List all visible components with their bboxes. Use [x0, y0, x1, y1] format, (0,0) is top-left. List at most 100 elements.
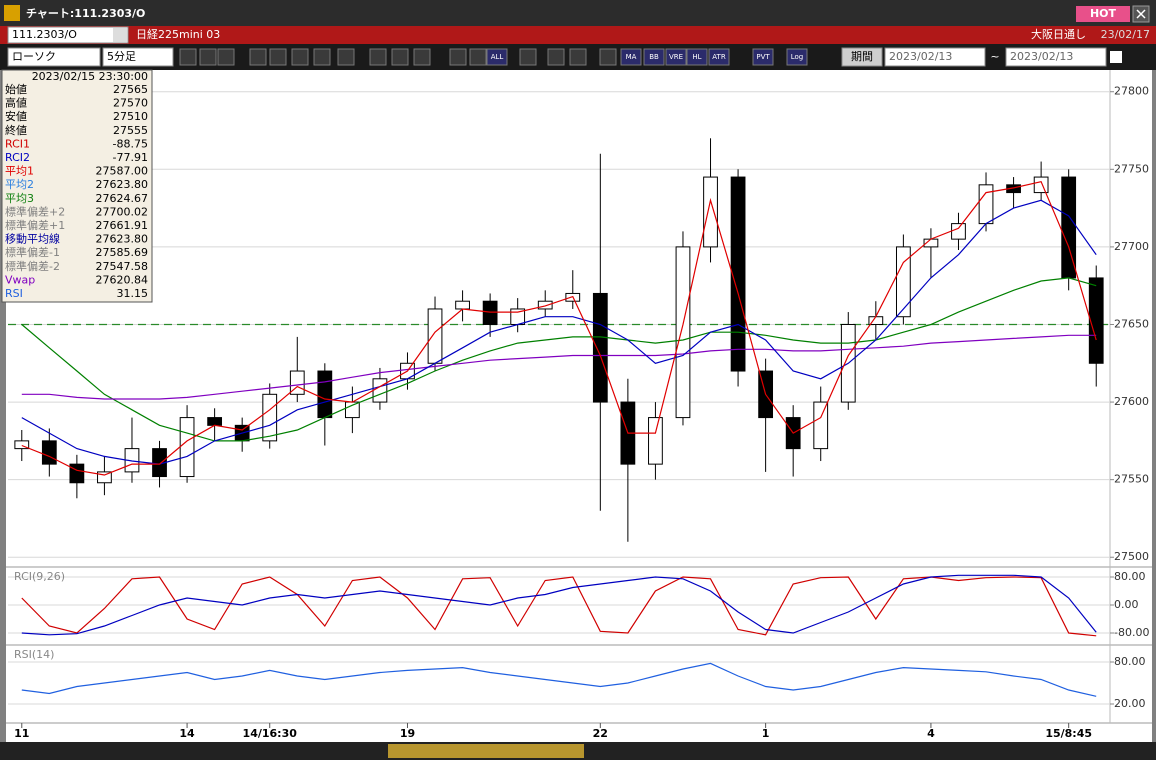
- candle-body: [482, 300, 498, 325]
- toolbar-icon[interactable]: [569, 48, 587, 66]
- info-label: 平均1: [5, 165, 34, 178]
- y-tick-label: 27600: [1114, 395, 1149, 408]
- info-label: RSI: [5, 287, 23, 300]
- y-tick-label: 27800: [1114, 85, 1149, 98]
- info-value: 27623.80: [96, 233, 149, 246]
- toolbar-button[interactable]: [665, 48, 687, 66]
- chart-area: [6, 70, 1152, 742]
- symbol-select[interactable]: [7, 26, 129, 44]
- info-label: 高値: [5, 96, 27, 110]
- toolbar-button[interactable]: [708, 48, 730, 66]
- series-line: [21, 181, 1097, 476]
- toolbar-icon[interactable]: [449, 48, 467, 66]
- checkbox[interactable]: [1110, 51, 1122, 63]
- info-value: 27620.84: [96, 273, 149, 286]
- toolbar-icon[interactable]: [249, 48, 267, 66]
- info-value: -77.91: [113, 151, 148, 164]
- style-select[interactable]: [7, 47, 101, 67]
- toolbar-icon[interactable]: [337, 48, 355, 66]
- info-label: 標準偏差+2: [5, 204, 65, 218]
- y-tick-label: 27500: [1114, 550, 1149, 563]
- toolbar-icon[interactable]: [217, 48, 235, 66]
- toolbar-button[interactable]: [620, 48, 642, 66]
- info-rows: 始値 27565 高値 27570 安値 27510 終値 27555 RCI1 -88.75 RC…: [5, 82, 148, 300]
- info-panel: [1, 69, 153, 303]
- toolbar-icon[interactable]: [369, 48, 387, 66]
- candle-body: [675, 246, 691, 419]
- info-value: 27510: [113, 110, 148, 123]
- toolbar-icon[interactable]: [599, 48, 617, 66]
- x-tick-label: 14/16:30: [243, 727, 298, 740]
- y-tick-label: -80.00: [1114, 626, 1149, 639]
- toolbar-button-label: ALL: [491, 53, 504, 61]
- info-label: 標準偏差-2: [5, 259, 60, 273]
- toolbar-icon[interactable]: [179, 48, 197, 66]
- candle-body: [730, 176, 746, 372]
- session: 大阪日通し: [1031, 27, 1086, 41]
- y-tick-label: 0.00: [1114, 598, 1139, 611]
- info-value: 31.15: [117, 287, 149, 300]
- from-date-input[interactable]: [884, 47, 986, 67]
- info-value: 27547.58: [96, 260, 149, 273]
- candle-body: [179, 417, 195, 478]
- x-tick-label: 22: [593, 727, 608, 740]
- series-line: [21, 277, 1097, 442]
- toolbar-icon[interactable]: [269, 48, 287, 66]
- toolbar-icon[interactable]: [469, 48, 487, 66]
- y-tick-label: 27650: [1114, 317, 1149, 330]
- candle-body: [344, 401, 360, 419]
- info-value: 27565: [113, 83, 148, 96]
- toolbar-icon[interactable]: [547, 48, 565, 66]
- candle-body: [895, 246, 911, 318]
- candle-body: [69, 463, 85, 484]
- period-button[interactable]: [841, 47, 883, 67]
- toolbar-icon[interactable]: [413, 48, 431, 66]
- toolbar-button[interactable]: [643, 48, 665, 66]
- candle-body: [813, 401, 829, 450]
- toolbar-button[interactable]: [786, 48, 808, 66]
- info-label: RCI1: [5, 137, 30, 150]
- x-tick-label: 14: [179, 727, 195, 740]
- to-date-input[interactable]: [1005, 47, 1107, 67]
- dropdown-arrow: [113, 28, 127, 42]
- toolbar-icon[interactable]: [291, 48, 309, 66]
- info-label: 標準偏差+1: [5, 218, 65, 232]
- toolbar-button-label: Log: [791, 53, 804, 61]
- info-label: 安値: [5, 109, 27, 123]
- hot-badge[interactable]: [1076, 6, 1130, 22]
- info-value: -88.75: [113, 137, 148, 150]
- toolbar-button[interactable]: [486, 48, 508, 66]
- candle-body: [14, 440, 30, 450]
- candle-body: [537, 300, 553, 310]
- chart-style: ローソク: [12, 50, 56, 63]
- scroll-thumb[interactable]: [388, 744, 584, 758]
- toolbar-icon[interactable]: [313, 48, 331, 66]
- toolbar-icon[interactable]: [391, 48, 409, 66]
- info-value: 27700.02: [96, 205, 149, 218]
- toolbar-icon[interactable]: [199, 48, 217, 66]
- candle-body: [207, 417, 223, 426]
- x-tick-label: 4: [927, 727, 935, 740]
- title-bar: [0, 0, 1156, 26]
- toolbar-button[interactable]: [752, 48, 774, 66]
- close-icon: [1136, 9, 1146, 19]
- series-line: [21, 662, 1097, 697]
- app-icon: [4, 5, 20, 21]
- info-label: 標準偏差-1: [5, 245, 60, 259]
- candle-body: [455, 300, 470, 310]
- header-date: 23/02/17: [1101, 28, 1150, 41]
- toolbar-icon[interactable]: [519, 48, 537, 66]
- toolbar-button[interactable]: [686, 48, 708, 66]
- series-line: [21, 334, 1097, 400]
- window-title: チャート:111.2303/O: [26, 7, 145, 20]
- info-value: 27624.67: [96, 192, 149, 205]
- series-line: [21, 199, 1097, 465]
- interval-select[interactable]: [102, 47, 174, 67]
- info-value: 27570: [113, 97, 148, 110]
- toolbar-button-label: VRE: [669, 53, 683, 61]
- info-label: 平均3: [5, 192, 34, 205]
- candle-body: [317, 370, 333, 419]
- info-value: 27555: [113, 124, 148, 137]
